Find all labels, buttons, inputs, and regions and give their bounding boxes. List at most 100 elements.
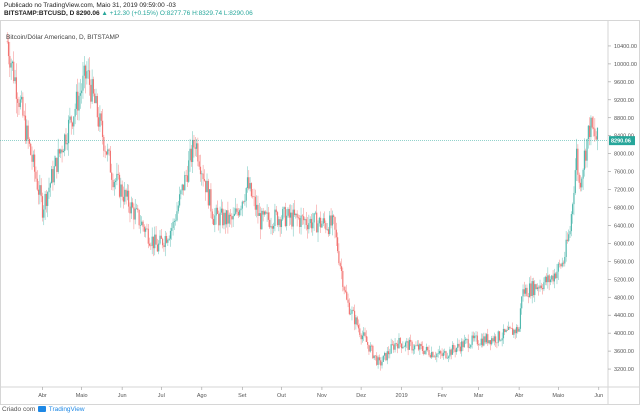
candle-body <box>18 102 20 108</box>
candle-body <box>91 79 93 102</box>
candle-body <box>406 341 408 343</box>
candle-body <box>301 215 303 217</box>
candle-body <box>415 345 417 347</box>
y-tick-label: 3200.00 <box>614 367 634 373</box>
candle-body <box>37 189 40 195</box>
candle-body <box>442 352 444 356</box>
candle-body <box>376 355 378 365</box>
candle-body <box>163 245 165 248</box>
candle-body <box>9 56 11 68</box>
candle-body <box>245 188 247 201</box>
candle-body <box>258 213 260 216</box>
candle-body <box>241 201 243 209</box>
candle-body <box>244 200 246 203</box>
candle-body <box>273 225 275 229</box>
candle-body <box>391 344 394 345</box>
candle-body <box>300 215 302 227</box>
candle-body <box>270 226 272 228</box>
candle-body <box>592 127 595 129</box>
y-tick-label: 6400.00 <box>614 223 634 229</box>
candle-body <box>508 326 510 331</box>
candle-body <box>135 208 138 210</box>
candle-body <box>523 289 525 294</box>
candle-body <box>87 70 89 72</box>
candle-body <box>133 207 135 220</box>
candle-body <box>583 150 586 170</box>
candle-body <box>95 96 97 104</box>
candle-body <box>35 171 37 179</box>
candle-body <box>10 63 12 68</box>
candle-body <box>491 338 493 345</box>
candle-body <box>420 343 422 347</box>
price-chart[interactable]: 3200.00 3600.00 4000.00 4400.00 4800.00 5200.… <box>0 20 640 405</box>
candle-body <box>23 115 25 117</box>
y-tick-label: 10000.00 <box>614 62 637 68</box>
candle-body <box>425 346 428 351</box>
candle-body <box>308 223 310 230</box>
candle-body <box>107 149 109 155</box>
chart-title: Bitcoin/Dólar Americano, D, BITSTAMP <box>6 34 120 41</box>
candle-body <box>378 357 380 361</box>
candle-body <box>263 211 266 215</box>
candle-body <box>339 263 341 267</box>
candle-body <box>303 216 305 221</box>
candle-body <box>519 308 522 329</box>
x-tick-label: Jun <box>118 393 127 399</box>
candle-body <box>440 351 442 354</box>
candle-body <box>239 210 241 216</box>
tradingview-brand[interactable]: TradingView <box>48 406 85 413</box>
candle-body <box>552 275 554 282</box>
candle-body <box>359 328 361 335</box>
candle-body <box>572 204 574 215</box>
candle-body <box>295 213 297 216</box>
candle-body <box>193 139 195 148</box>
candle-body <box>357 325 360 329</box>
candle-body <box>368 344 370 352</box>
candle-body <box>382 355 384 362</box>
candle-body <box>159 235 161 244</box>
candle-body <box>86 71 88 79</box>
candle-body <box>372 345 374 359</box>
candle-body <box>433 356 435 358</box>
candle-body <box>269 219 271 228</box>
candle-body <box>515 327 518 334</box>
candle-body <box>377 357 379 365</box>
candle-body <box>128 190 130 207</box>
candle-body <box>309 218 311 224</box>
candle-body <box>198 161 200 167</box>
candle-body <box>185 175 187 176</box>
candle-body <box>570 214 572 232</box>
candle-body <box>569 231 571 235</box>
candle-body <box>381 361 383 366</box>
candle-body <box>31 154 33 162</box>
candle-body <box>167 239 169 243</box>
candle-body <box>505 329 507 333</box>
candle-body <box>145 228 147 232</box>
candle-body <box>481 338 484 346</box>
candle-body <box>466 339 468 340</box>
candle-body <box>595 136 597 140</box>
candle-body <box>228 214 230 224</box>
candle-body <box>51 169 53 184</box>
candle-body <box>549 279 552 283</box>
candle-body <box>26 125 28 141</box>
y-tick-label: 5600.00 <box>614 259 634 265</box>
candle-body <box>215 207 217 216</box>
candle-body <box>242 201 245 203</box>
candle-body <box>101 120 104 137</box>
candle-body <box>446 357 448 359</box>
candle-body <box>360 334 362 340</box>
candle-body <box>202 173 204 180</box>
candle-body <box>168 238 170 240</box>
candle-body <box>178 194 181 206</box>
y-tick-label: 4000.00 <box>614 331 634 337</box>
candle-body <box>559 263 561 265</box>
candle-body <box>329 215 331 235</box>
y-tick-label: 9600.00 <box>614 80 634 86</box>
candle-body <box>54 157 57 167</box>
candle-body <box>84 65 87 79</box>
candle-body <box>526 287 528 297</box>
candle-body <box>557 263 559 272</box>
candle-body <box>115 180 117 182</box>
candle-body <box>591 117 593 128</box>
